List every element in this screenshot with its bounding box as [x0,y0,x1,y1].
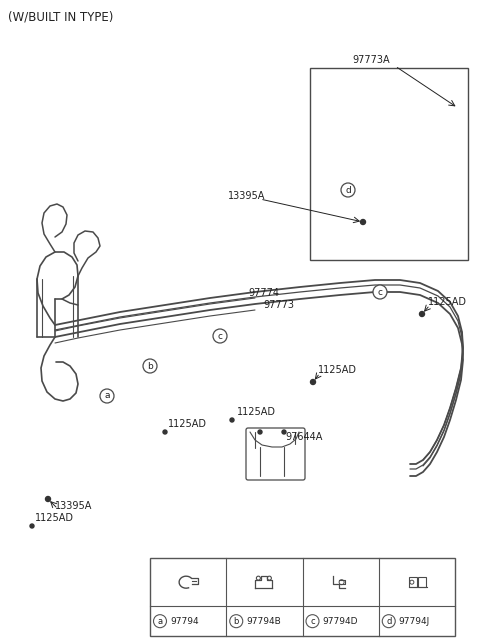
Circle shape [100,389,114,403]
Text: a: a [157,617,163,626]
Circle shape [213,329,227,343]
Text: 97773A: 97773A [352,55,390,65]
Text: 1125AD: 1125AD [35,513,74,523]
Text: 97773: 97773 [263,300,294,310]
Bar [150,558,455,636]
Circle shape [420,312,424,316]
Bar [310,68,468,260]
Text: 97794J: 97794J [399,617,430,626]
Bar [418,577,426,587]
Text: 13395A: 13395A [228,191,265,201]
Circle shape [230,614,243,628]
Text: 1125AD: 1125AD [318,365,357,375]
Text: 97794D: 97794D [323,617,358,626]
Text: d: d [345,185,351,194]
Text: 1125AD: 1125AD [168,419,207,429]
Circle shape [154,614,167,628]
Text: (W/BUILT IN TYPE): (W/BUILT IN TYPE) [8,10,113,23]
Circle shape [382,614,395,628]
Text: 97774: 97774 [248,288,279,298]
Circle shape [341,183,355,197]
Text: 1125AD: 1125AD [428,297,467,307]
Circle shape [311,379,315,384]
Circle shape [282,430,286,434]
Circle shape [373,285,387,299]
Text: d: d [386,617,391,626]
Text: 97794: 97794 [170,617,199,626]
Circle shape [30,524,34,528]
Circle shape [306,614,319,628]
Circle shape [258,430,262,434]
Circle shape [143,359,157,373]
Text: a: a [104,392,110,401]
Text: 13395A: 13395A [55,501,92,511]
Circle shape [230,418,234,422]
Circle shape [360,220,365,225]
Text: 97794B: 97794B [246,617,281,626]
Circle shape [46,497,50,502]
Text: 1125AD: 1125AD [237,407,276,417]
Text: b: b [147,361,153,370]
Text: c: c [310,617,315,626]
Bar [409,577,417,587]
Text: 97644A: 97644A [285,432,323,442]
Text: c: c [377,287,383,296]
Text: b: b [234,617,239,626]
Circle shape [163,430,167,434]
Text: c: c [217,332,223,341]
